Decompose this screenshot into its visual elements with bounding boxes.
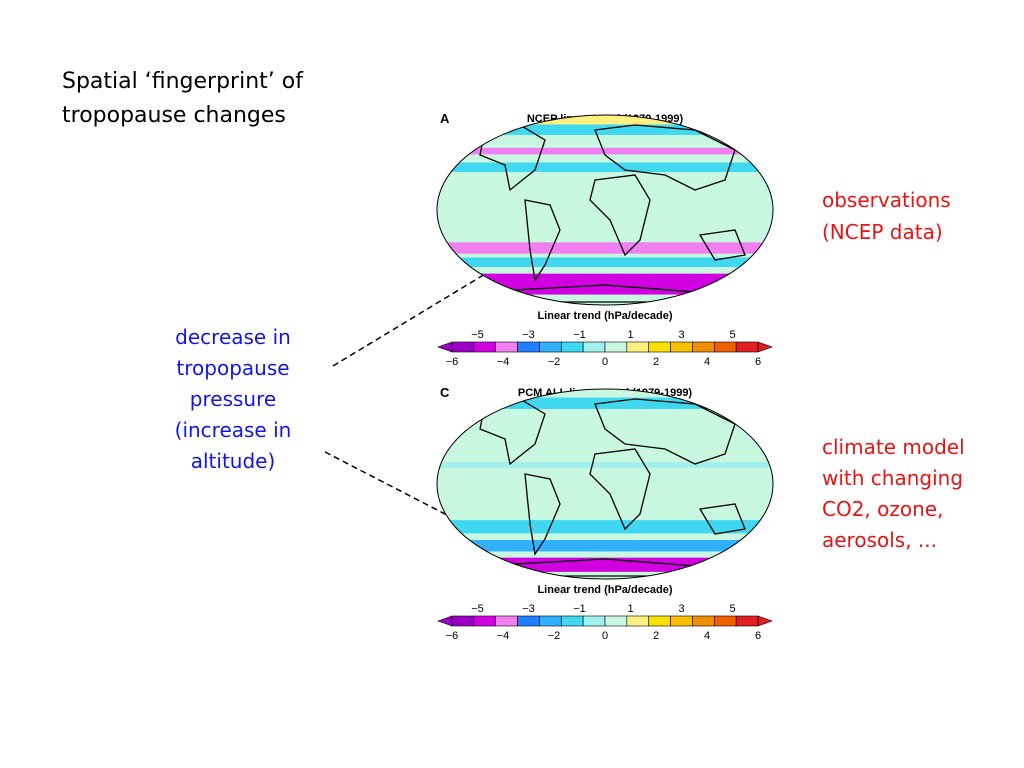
colorbar-tick-label: −1 bbox=[573, 603, 586, 615]
colorbar-tick-label: −3 bbox=[522, 329, 535, 341]
continent bbox=[589, 448, 651, 531]
colorbar-segment bbox=[735, 615, 759, 627]
colorbar-tick-label: 3 bbox=[678, 329, 684, 341]
colorbar-segment bbox=[604, 615, 628, 627]
colorbar-tick-label: 0 bbox=[602, 630, 608, 642]
annotation: with changing bbox=[822, 466, 963, 490]
continent bbox=[594, 124, 736, 191]
annotation: observations bbox=[822, 188, 951, 212]
colorbar-tick-label: −6 bbox=[446, 356, 459, 368]
colorbar-segment bbox=[495, 341, 518, 353]
colorbar-tick-label: 4 bbox=[704, 630, 710, 642]
map-outline bbox=[436, 114, 774, 306]
colorbar-segment bbox=[626, 615, 650, 627]
slide-title: Spatial ‘fingerprint’ of bbox=[62, 69, 304, 94]
colorbar-segment bbox=[451, 615, 475, 627]
colorbar-segment bbox=[539, 615, 562, 627]
colorbar-tick-label: 5 bbox=[729, 603, 735, 615]
colorbar-segment bbox=[692, 615, 715, 627]
map-band bbox=[437, 242, 773, 254]
colorbar-tick-label: −2 bbox=[548, 630, 561, 642]
colorbar-tick-label: −4 bbox=[497, 356, 510, 368]
colorbar-tick-label: 2 bbox=[653, 356, 659, 368]
colorbar-tick-label: −5 bbox=[471, 329, 484, 341]
annotation: (increase in bbox=[175, 418, 292, 442]
colorbar-tick-label: −4 bbox=[497, 630, 510, 642]
map-band bbox=[437, 257, 773, 267]
colorbar-segment bbox=[648, 615, 671, 627]
map-band bbox=[437, 462, 773, 468]
map bbox=[437, 115, 773, 305]
colorbar-segment bbox=[648, 341, 671, 353]
colorbar-tick-label: −3 bbox=[522, 603, 535, 615]
colorbar-tick-label: 6 bbox=[755, 630, 761, 642]
colorbar-tick-label: −1 bbox=[573, 329, 586, 341]
colorbar-label: Linear trend (hPa/decade) bbox=[537, 584, 672, 596]
colorbar-tick-label: 1 bbox=[627, 329, 633, 341]
colorbar-segment bbox=[582, 615, 606, 627]
colorbar-segment bbox=[539, 341, 562, 353]
colorbar-segment bbox=[670, 341, 693, 353]
colorbar-segment bbox=[517, 615, 540, 627]
map-band bbox=[437, 540, 773, 552]
annotation: decrease in bbox=[175, 325, 291, 349]
colorbar-tick-label: 1 bbox=[627, 603, 633, 615]
colorbar-segment bbox=[735, 341, 759, 353]
colorbar-segment bbox=[560, 615, 584, 627]
arrow bbox=[332, 264, 502, 367]
map-band bbox=[437, 520, 773, 534]
colorbar-segment bbox=[473, 615, 497, 627]
colorbar-segment bbox=[451, 341, 475, 353]
continent bbox=[594, 398, 736, 465]
colorbar-tick-label: 4 bbox=[704, 356, 710, 368]
arrow bbox=[324, 451, 507, 546]
colorbar-segment bbox=[713, 615, 737, 627]
annotation: (NCEP data) bbox=[822, 220, 943, 244]
colorbar-segment bbox=[582, 341, 606, 353]
colorbar-segment bbox=[713, 341, 737, 353]
colorbar-segment bbox=[560, 341, 584, 353]
map-outline bbox=[436, 388, 774, 580]
colorbar-tick-label: −6 bbox=[446, 630, 459, 642]
colorbar-segment bbox=[604, 341, 628, 353]
continent bbox=[698, 229, 746, 261]
colorbar-tick-label: 0 bbox=[602, 356, 608, 368]
colorbar-segment bbox=[626, 341, 650, 353]
colorbar-tick-label: −5 bbox=[471, 603, 484, 615]
colorbar-segment bbox=[517, 341, 540, 353]
colorbar-tick-label: 5 bbox=[729, 329, 735, 341]
continent bbox=[524, 199, 561, 282]
colorbar-segment bbox=[670, 615, 693, 627]
map-band bbox=[437, 162, 773, 172]
map-band bbox=[437, 147, 773, 155]
slide-title: tropopause changes bbox=[62, 103, 286, 128]
colorbar-segment bbox=[473, 341, 497, 353]
annotation: aerosols, ... bbox=[822, 528, 937, 552]
colorbar-segment bbox=[692, 341, 715, 353]
map bbox=[437, 389, 773, 579]
colorbar-segment bbox=[495, 615, 518, 627]
map-band bbox=[437, 115, 773, 125]
continent bbox=[589, 174, 651, 257]
annotation: altitude) bbox=[191, 449, 276, 473]
panel-label: A bbox=[440, 111, 450, 126]
colorbar-tick-label: −2 bbox=[548, 356, 561, 368]
colorbar-label: Linear trend (hPa/decade) bbox=[537, 310, 672, 322]
annotation: tropopause bbox=[176, 356, 289, 380]
colorbar-tick-label: 2 bbox=[653, 630, 659, 642]
annotation: CO2, ozone, bbox=[822, 497, 943, 521]
colorbar-tick-label: 6 bbox=[755, 356, 761, 368]
annotation: pressure bbox=[190, 387, 276, 411]
panel-label: C bbox=[440, 385, 450, 400]
continent bbox=[524, 473, 561, 556]
map-fill bbox=[437, 115, 773, 305]
annotation: climate model bbox=[822, 435, 965, 459]
colorbar-tick-label: 3 bbox=[678, 603, 684, 615]
continent bbox=[698, 503, 746, 535]
